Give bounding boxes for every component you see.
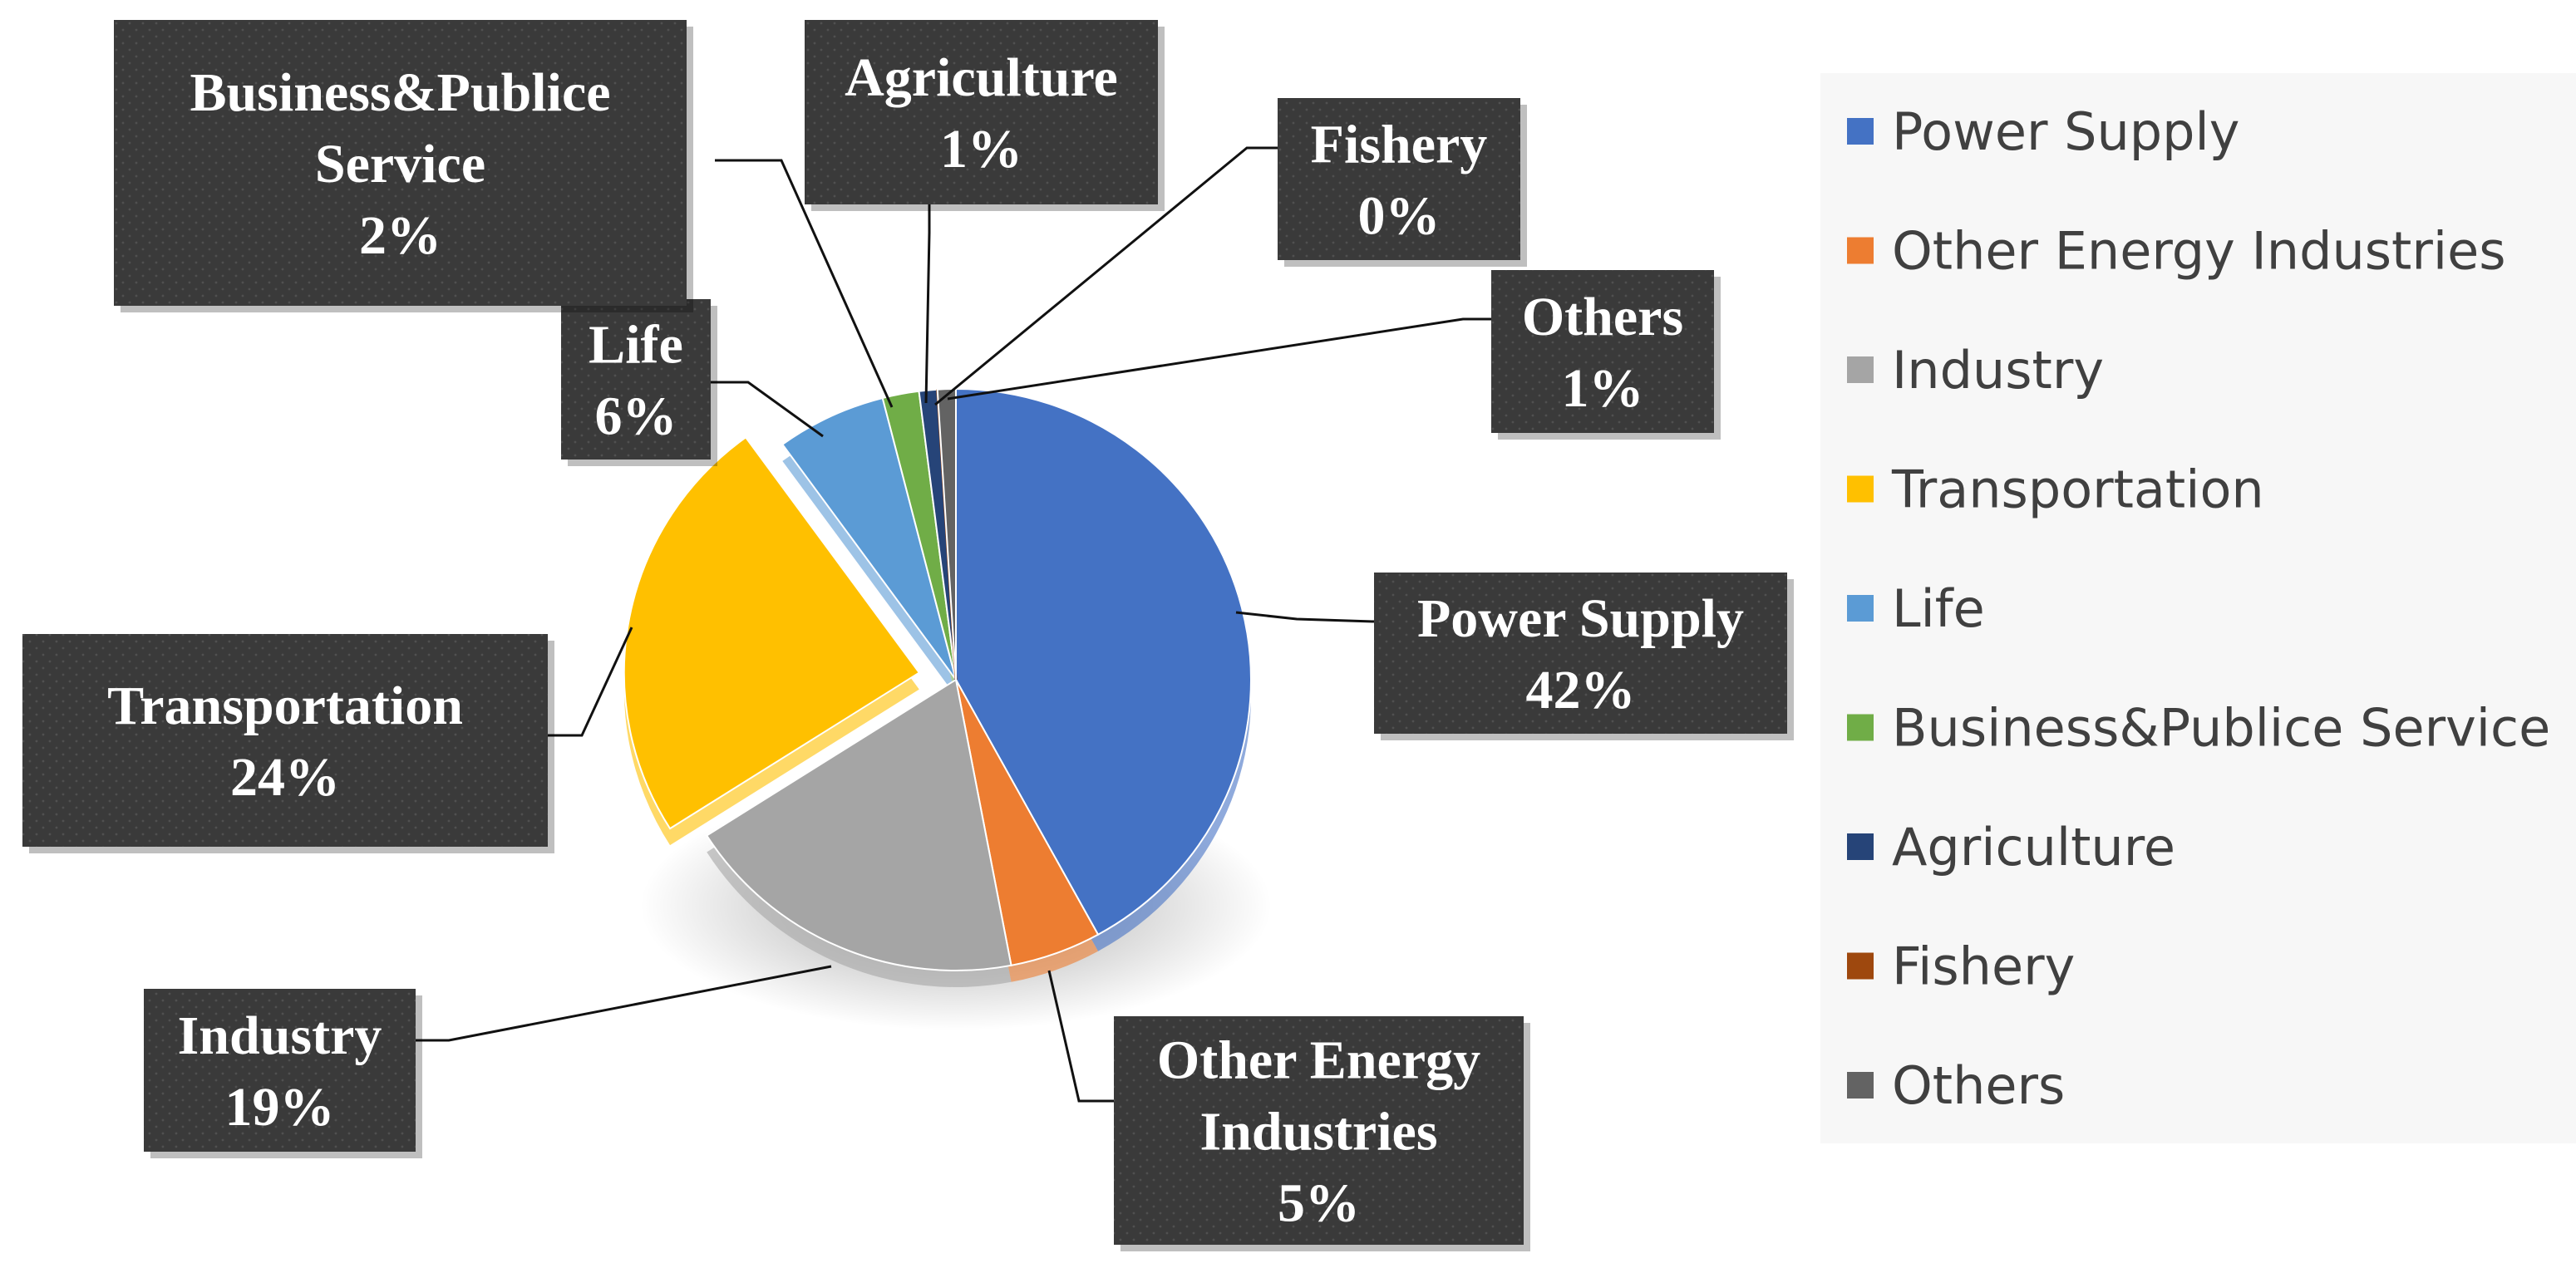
callout-box-power-supply — [1374, 573, 1787, 734]
callout-transportation: Transportation 24% — [22, 634, 554, 853]
callout-box-other-energy-industries — [1114, 1016, 1524, 1245]
leader-line-life — [711, 381, 824, 438]
callout-label-transportation: Transportation — [107, 676, 463, 736]
callout-label-business-publice-service: Business&Publice — [190, 62, 610, 123]
leader-line-fishery — [934, 146, 1278, 406]
legend-item-power-supply: Power Supply — [1847, 101, 2239, 162]
legend-swatch-industry — [1847, 356, 1874, 383]
leader-lines — [416, 146, 1491, 1103]
callout-value-others: 1% — [1562, 358, 1644, 419]
callout-power-supply: Power Supply 42% — [1374, 573, 1794, 740]
callout-value-life: 6% — [595, 386, 677, 447]
legend-label-life: Life — [1892, 578, 1985, 639]
callout-label-agriculture: Agriculture — [845, 47, 1118, 108]
callout-box-agriculture — [805, 20, 1158, 204]
callout-box-transportation — [22, 634, 548, 847]
pie-slice-transportation — [623, 436, 921, 830]
legend-background — [1820, 73, 2576, 1143]
leader-line-business-publice-service — [715, 159, 894, 408]
callout-box-others — [1491, 270, 1714, 433]
legend-item-transportation: Transportation — [1847, 460, 2264, 520]
legend-swatch-other-energy-industries — [1847, 237, 1874, 264]
pie-slice-life — [781, 396, 957, 681]
legend-label-business-publice-service: Business&Publice Service — [1892, 698, 2550, 759]
leader-line-transportation — [548, 627, 633, 737]
legend-item-life: Life — [1847, 578, 1985, 639]
leader-line-power-supply — [1235, 611, 1375, 623]
legend-swatch-transportation — [1847, 475, 1874, 503]
callout-label-others: Others — [1522, 287, 1683, 347]
callout-label-life: Life — [589, 315, 683, 376]
data-callouts: Power Supply 42% Other Energy Industries 5% I… — [22, 20, 1794, 1251]
callout-value-agriculture: 1% — [940, 119, 1022, 179]
legend-item-others: Others — [1847, 1055, 2065, 1116]
pie-slice-industry — [705, 678, 1012, 971]
callout-label-power-supply: Power Supply — [1417, 588, 1744, 649]
leader-line-other-energy-industries — [1047, 970, 1114, 1103]
callout-fishery: Fishery 0% — [1278, 98, 1527, 267]
callout-box-business-publice-service — [114, 20, 687, 306]
legend-label-other-energy-industries: Other Energy Industries — [1892, 221, 2506, 282]
legend-label-others: Others — [1892, 1055, 2065, 1116]
legend-label-transportation: Transportation — [1891, 460, 2264, 520]
pie-slices — [623, 387, 1252, 987]
legend-item-fishery: Fishery — [1847, 936, 2075, 997]
legend-label-agriculture: Agriculture — [1892, 817, 2175, 877]
legend-label-fishery: Fishery — [1892, 936, 2075, 997]
callout-label-other-energy-industries: Other Energy — [1157, 1030, 1480, 1091]
callout-box-fishery — [1278, 98, 1520, 260]
legend-swatch-others — [1847, 1072, 1874, 1099]
leader-line-industry — [416, 965, 832, 1042]
callout-label-industry: Industry — [178, 1005, 382, 1066]
callout-industry: Industry 19% — [144, 989, 422, 1158]
callout-label-fishery: Fishery — [1311, 115, 1488, 175]
legend-swatch-business-publice-service — [1847, 714, 1874, 741]
callout-box-life — [561, 299, 711, 460]
legend-item-industry: Industry — [1847, 340, 2104, 401]
callout-value-other-energy-industries: 5% — [1278, 1173, 1360, 1234]
callout-agriculture: Agriculture 1% — [805, 20, 1165, 211]
leader-line-others — [947, 317, 1491, 401]
callout-business-publice-service: Business&Publice Service 2% — [114, 20, 693, 312]
callout-value-industry: 19% — [225, 1077, 335, 1138]
legend-swatch-power-supply — [1847, 118, 1874, 145]
callout-value-transportation: 24% — [230, 747, 340, 808]
legend-swatch-fishery — [1847, 952, 1874, 980]
callout-label-business-publice-service: Service — [315, 134, 485, 194]
legend-swatch-agriculture — [1847, 833, 1874, 860]
callout-value-fishery: 0% — [1358, 186, 1441, 247]
callout-life: Life 6% — [561, 299, 717, 466]
callout-box-industry — [144, 989, 416, 1152]
callout-value-business-publice-service: 2% — [359, 205, 441, 266]
callout-other-energy-industries: Other Energy Industries 5% — [1114, 1016, 1530, 1251]
legend: Power Supply Other Energy Industries Indus… — [1820, 73, 2576, 1143]
leader-line-agriculture — [924, 204, 931, 404]
legend-swatch-life — [1847, 595, 1874, 622]
legend-label-power-supply: Power Supply — [1892, 101, 2239, 162]
pie-slice-power-supply — [955, 387, 1252, 936]
callout-value-power-supply: 42% — [1526, 660, 1636, 720]
legend-item-business-publice-service: Business&Publice Service — [1847, 698, 2550, 759]
callout-others: Others 1% — [1491, 270, 1721, 440]
legend-item-other-energy-industries: Other Energy Industries — [1847, 221, 2506, 282]
callout-label-other-energy-industries: Industries — [1199, 1102, 1437, 1162]
legend-item-agriculture: Agriculture — [1847, 817, 2175, 877]
legend-label-industry: Industry — [1892, 340, 2104, 401]
